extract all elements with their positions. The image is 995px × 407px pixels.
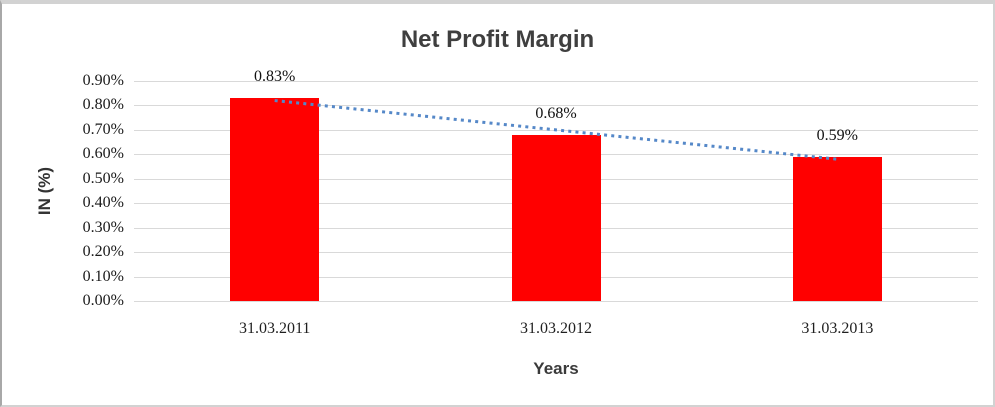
y-tick-label: 0.20% xyxy=(82,243,124,261)
chart-bar[interactable] xyxy=(230,98,320,301)
plot-area[interactable] xyxy=(134,81,978,302)
y-axis-title: IN (%) xyxy=(35,166,54,216)
x-axis-title: Years xyxy=(533,359,579,378)
y-tick-label: 0.50% xyxy=(82,169,124,187)
chart-canvas: Net Profit Margin IN (%) Years 0.90% 0.80… xyxy=(2,4,993,405)
gridline xyxy=(134,81,978,82)
chart-title: Net Profit Margin xyxy=(400,26,595,53)
y-tick-label: 0.00% xyxy=(82,292,124,309)
y-tick-label: 0.90% xyxy=(82,72,124,89)
y-tick-label: 0.80% xyxy=(82,96,124,114)
x-tick-label: 31.03.2013 xyxy=(801,320,874,337)
y-tick-label: 0.70% xyxy=(82,120,124,138)
chart-bar[interactable] xyxy=(511,134,601,301)
gridline xyxy=(134,301,978,302)
bar-data-label: 0.68% xyxy=(535,104,577,122)
chart-bar[interactable] xyxy=(792,156,882,301)
trendline[interactable] xyxy=(274,99,838,161)
y-tick-label: 0.10% xyxy=(82,267,124,285)
gridline xyxy=(134,105,978,107)
y-tick-label: 0.40% xyxy=(82,194,124,212)
y-tick-label: 0.30% xyxy=(82,218,124,236)
bar-data-label: 0.59% xyxy=(816,126,858,144)
y-tick-label: 0.60% xyxy=(82,145,124,163)
bar-data-label: 0.83% xyxy=(254,68,296,86)
x-tick-label: 31.03.2011 xyxy=(238,320,311,337)
trendline-svg xyxy=(274,99,838,161)
x-tick-label: 31.03.2012 xyxy=(519,320,592,337)
